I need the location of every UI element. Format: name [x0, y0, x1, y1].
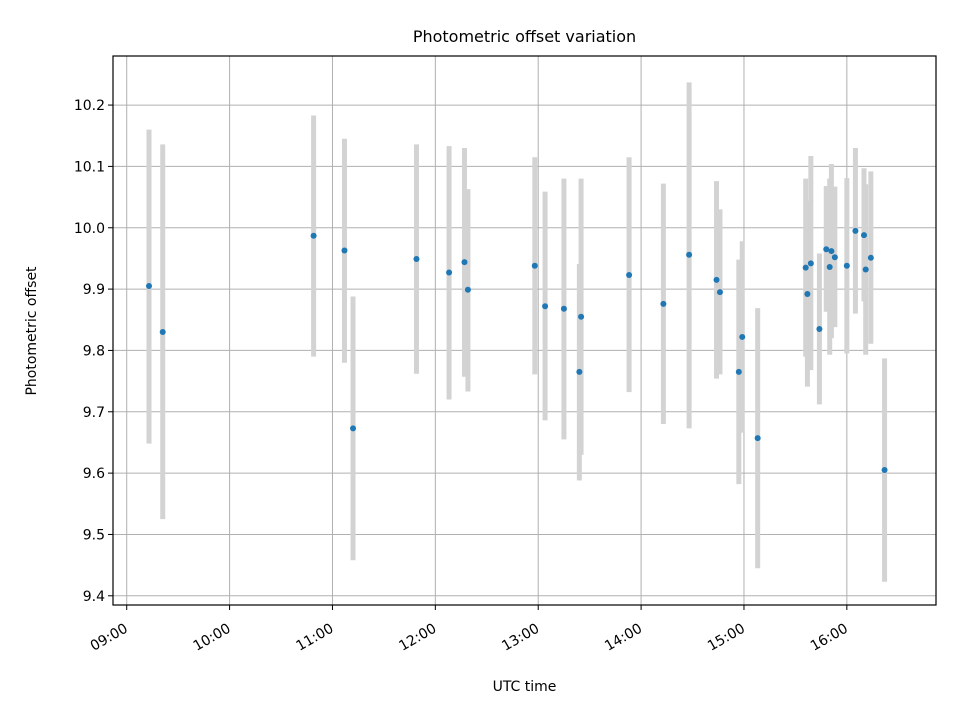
- y-tick-label: 10.2: [74, 98, 105, 114]
- data-point: [828, 248, 835, 255]
- data-point: [804, 291, 811, 298]
- y-tick-label: 9.6: [83, 466, 105, 482]
- data-point: [446, 269, 453, 276]
- x-axis-label: UTC time: [493, 679, 557, 695]
- y-tick-label: 9.9: [83, 282, 105, 298]
- chart-title: Photometric offset variation: [413, 27, 636, 46]
- data-point: [826, 264, 833, 271]
- plot-area-frame: [112, 55, 937, 606]
- data-point: [860, 232, 867, 239]
- y-tick-label: 9.4: [83, 589, 105, 605]
- data-point: [350, 425, 357, 432]
- data-point: [843, 262, 850, 269]
- data-point: [852, 227, 859, 234]
- data-point: [576, 368, 583, 375]
- data-point: [754, 435, 761, 442]
- data-point: [531, 262, 538, 269]
- y-tick-label: 9.5: [83, 527, 105, 543]
- y-axis-label: Photometric offset: [24, 266, 40, 396]
- y-tick-label: 9.7: [83, 405, 105, 421]
- y-tick-label: 10.0: [74, 221, 105, 237]
- data-point: [816, 325, 823, 332]
- data-point: [660, 300, 667, 307]
- data-points: [146, 227, 888, 474]
- data-point: [626, 271, 633, 278]
- data-point: [735, 368, 742, 375]
- y-tick-label: 10.1: [74, 159, 105, 175]
- data-point: [716, 289, 723, 296]
- data-point: [464, 286, 471, 293]
- data-point: [862, 266, 869, 273]
- y-axis-ticks: 9.4 9.5 9.6 9.7 9.8 9.9 10.0 10.1 10.2: [74, 98, 113, 605]
- data-point: [310, 232, 317, 239]
- data-point: [461, 259, 468, 266]
- data-point: [542, 303, 549, 310]
- data-point: [341, 247, 348, 254]
- data-point: [578, 313, 585, 320]
- data-point: [146, 283, 153, 290]
- data-point: [807, 260, 814, 267]
- y-tick-label: 9.8: [83, 343, 105, 359]
- data-point: [739, 333, 746, 340]
- data-point: [686, 251, 693, 258]
- data-point: [823, 246, 830, 253]
- data-point: [802, 264, 809, 271]
- grid: [113, 56, 936, 605]
- data-point: [413, 256, 420, 263]
- data-point: [867, 254, 874, 261]
- data-point: [560, 305, 567, 312]
- data-point: [159, 329, 166, 336]
- data-point: [713, 276, 720, 283]
- data-point: [881, 467, 888, 474]
- data-point: [831, 254, 838, 261]
